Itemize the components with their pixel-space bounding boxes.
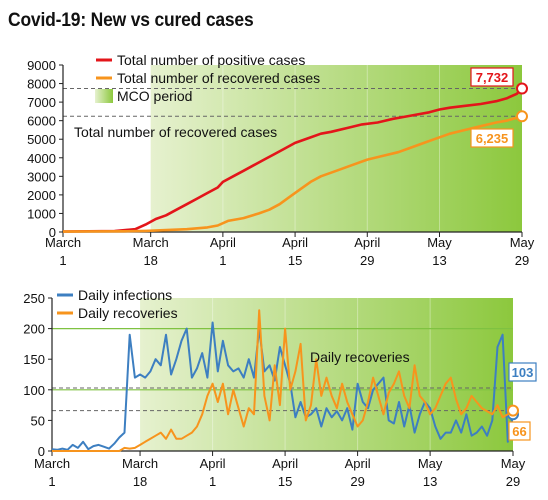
x-tick-label-day: 29	[506, 474, 520, 489]
y-tick-label: 0	[38, 444, 45, 459]
x-tick-label-month: March	[45, 235, 81, 250]
y-tick-label: 8000	[27, 77, 56, 92]
x-tick-label-day: 1	[209, 474, 216, 489]
chart-annotation: Total number of recovered cases	[74, 124, 277, 140]
mco-period-band	[150, 65, 522, 232]
x-tick-label-day: 15	[288, 253, 302, 268]
series-end-marker-recoveries	[507, 404, 519, 417]
x-tick-label-month: May	[418, 456, 443, 471]
y-tick-label: 50	[31, 413, 45, 428]
x-tick-label-day: 29	[350, 474, 364, 489]
x-tick-label-day: 15	[278, 474, 292, 489]
series-line-recovered	[62, 115, 523, 233]
x-tick-label-month: April	[272, 456, 298, 471]
x-tick-label-month: March	[122, 456, 158, 471]
y-tick-label: 2000	[27, 188, 56, 203]
x-tick-label-month: April	[354, 235, 380, 250]
cumulative-cases-chart: 0 1000 2000 3000 4000 5000 6000 7000 8000 9000 Mar…	[27, 52, 535, 268]
daily-cases-chart: 0 50 100 150 200 250 March 1 March 18 April 1 April 1…	[23, 287, 537, 489]
y-tick-label: 4000	[27, 151, 56, 166]
end-value-label-positive: 7,732	[476, 70, 509, 85]
y-tick-label: 0	[49, 225, 56, 240]
series-line-recoveries	[52, 309, 514, 452]
end-value-label-infections: 103	[512, 365, 534, 380]
legend-label-recovered: Total number of recovered cases	[117, 70, 320, 86]
series-line-positive	[62, 87, 523, 233]
x-tick-label-month: May	[501, 456, 526, 471]
x-tick-label-day: 13	[432, 253, 446, 268]
y-tick-label: 3000	[27, 169, 56, 184]
end-value-box-infections	[508, 362, 537, 382]
x-tick-label-day: 1	[48, 474, 55, 489]
legend-label-recoveries: Daily recoveries	[78, 305, 178, 321]
legend-label-infections: Daily infections	[78, 287, 172, 303]
y-tick-label: 7000	[27, 95, 56, 110]
y-tick-label: 100	[23, 383, 45, 398]
series-end-marker-positive	[516, 82, 528, 95]
series-end-marker-recovered	[516, 110, 528, 123]
x-tick-label-day: 13	[423, 474, 437, 489]
y-tick-label: 150	[23, 352, 45, 367]
y-tick-label: 6000	[27, 114, 56, 129]
end-value-label-recoveries: 66	[512, 424, 526, 439]
x-tick-label-month: April	[200, 456, 226, 471]
y-tick-label: 250	[23, 291, 45, 306]
end-value-box-recovered	[470, 128, 514, 148]
x-tick-label-day: 18	[143, 253, 157, 268]
x-tick-label-month: March	[133, 235, 169, 250]
y-tick-label: 200	[23, 322, 45, 337]
end-value-box-positive	[470, 67, 514, 87]
y-tick-label: 1000	[27, 206, 56, 221]
x-tick-label-day: 1	[219, 253, 226, 268]
mco-period-band	[140, 298, 513, 451]
x-tick-label-day: 1	[59, 253, 66, 268]
x-tick-label-month: April	[345, 456, 371, 471]
end-value-box-recoveries	[508, 421, 531, 441]
x-tick-label-month: April	[282, 235, 308, 250]
legend-swatch-mco	[95, 89, 113, 103]
x-tick-label-month: April	[210, 235, 236, 250]
end-value-label-recovered: 6,235	[476, 131, 509, 146]
legend-label-mco: MCO period	[117, 88, 192, 104]
x-tick-label-month: May	[510, 235, 535, 250]
x-tick-label-day: 18	[133, 474, 147, 489]
x-tick-label-day: 29	[515, 253, 529, 268]
y-tick-label: 5000	[27, 132, 56, 147]
chart-title: Covid-19: New vs cured cases	[8, 10, 254, 31]
x-tick-label-month: May	[427, 235, 452, 250]
chart-annotation: Daily recoveries	[310, 349, 410, 365]
x-tick-label-month: March	[34, 456, 70, 471]
legend-label-positive: Total number of positive cases	[117, 52, 305, 68]
y-tick-label: 9000	[27, 58, 56, 73]
x-tick-label-day: 29	[360, 253, 374, 268]
